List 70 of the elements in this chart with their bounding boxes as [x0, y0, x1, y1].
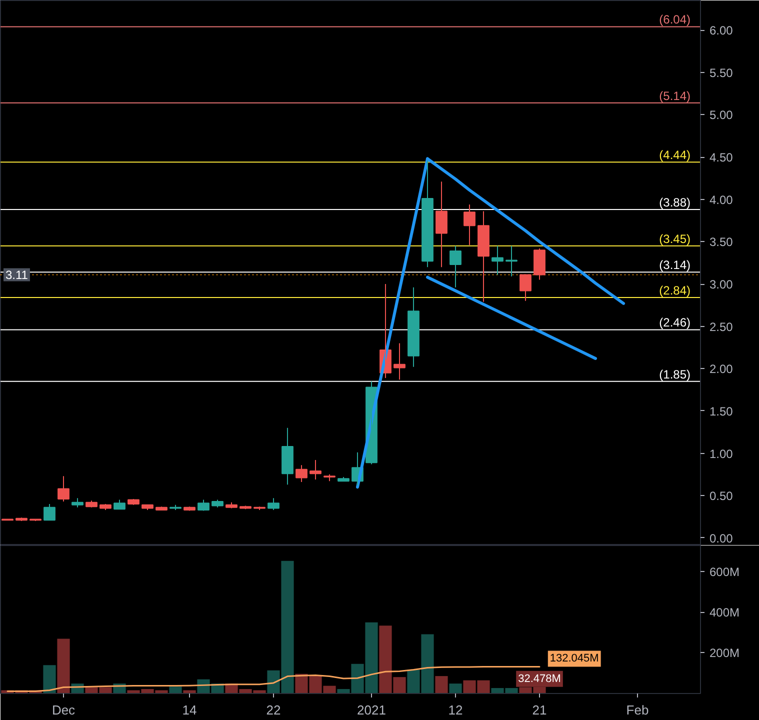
candlestick: [324, 474, 336, 482]
y-tick-label: 4.00: [710, 192, 734, 207]
ref-line-label: (2.46): [659, 316, 691, 330]
candlestick: [86, 500, 98, 508]
y-tick-label: 5.00: [710, 108, 734, 122]
ref-line-label: (5.14): [659, 88, 691, 103]
ref-line-label: (4.44): [659, 148, 691, 162]
data-label: 132.045M: [550, 652, 599, 665]
ref-line-label: (6.04): [659, 12, 691, 27]
y-tick-label: 400M: [710, 605, 740, 620]
x-tick-label: 2021: [357, 702, 386, 718]
y-tick-label: 3.50: [710, 235, 734, 250]
candlestick: [44, 504, 56, 521]
y-tick-label: 200M: [710, 646, 740, 660]
y-tick-label: 1.50: [710, 404, 734, 418]
candlestick: [282, 427, 294, 486]
y-tick-label: 2.00: [710, 362, 734, 376]
candlestick: [226, 502, 238, 509]
line-series: [426, 276, 597, 360]
x-tick-label: 21: [532, 702, 547, 718]
y-tick-label: 6.00: [710, 24, 734, 38]
bar: [435, 676, 448, 694]
y-tick-label: 4.50: [710, 150, 734, 165]
y-tick-label: 3.00: [710, 278, 734, 292]
candlestick: [268, 498, 280, 510]
candlestick: [520, 274, 532, 302]
ref-line-label: 3.11: [6, 268, 28, 282]
x-tick-label: 22: [266, 702, 281, 718]
candlestick: [338, 476, 350, 482]
candlestick: [464, 204, 476, 246]
candlestick: [156, 506, 168, 510]
candlestick: [534, 248, 546, 280]
bar: [57, 638, 70, 694]
ref-line-label: (3.88): [659, 196, 691, 210]
candlestick: [184, 506, 196, 512]
x-tick-label: 14: [182, 702, 197, 718]
ref-line-label: (2.84): [659, 284, 691, 298]
candlestick: [198, 499, 210, 512]
ref-line-label: (1.85): [659, 367, 691, 382]
bar: [169, 686, 182, 694]
candlestick: [310, 460, 322, 480]
y-tick-label: 2.50: [710, 320, 734, 334]
candlestick: [408, 286, 420, 368]
ref-line-label: (3.45): [659, 232, 691, 246]
candlestick: [394, 342, 406, 380]
candlestick: [422, 160, 434, 268]
candlestick: [58, 476, 70, 502]
ref-line-label: (3.14): [659, 258, 691, 272]
candlestick: [72, 498, 84, 508]
y-tick-label: 5.50: [710, 66, 734, 80]
candlestick: [478, 210, 490, 302]
candlestick: [436, 181, 448, 268]
y-tick-label: 0.50: [710, 489, 734, 504]
candlestick: [114, 499, 126, 510]
candlestick: [100, 504, 112, 510]
y-tick-label: 1.00: [710, 446, 734, 461]
data-label: 32.478M: [518, 672, 561, 685]
bar: [43, 665, 56, 694]
candlestick: [170, 504, 182, 510]
x-tick-label: Feb: [626, 702, 649, 718]
y-tick-label: 600M: [710, 564, 740, 579]
candlestick: [254, 506, 266, 510]
candlestick: [142, 504, 154, 510]
x-tick-label: Dec: [52, 702, 76, 718]
candlestick: [296, 464, 308, 483]
bar: [449, 684, 462, 694]
candlestick: [450, 245, 462, 288]
x-tick-label: 12: [448, 702, 463, 718]
candlestick: [240, 505, 252, 510]
y-tick-label: 0.00: [710, 531, 734, 546]
